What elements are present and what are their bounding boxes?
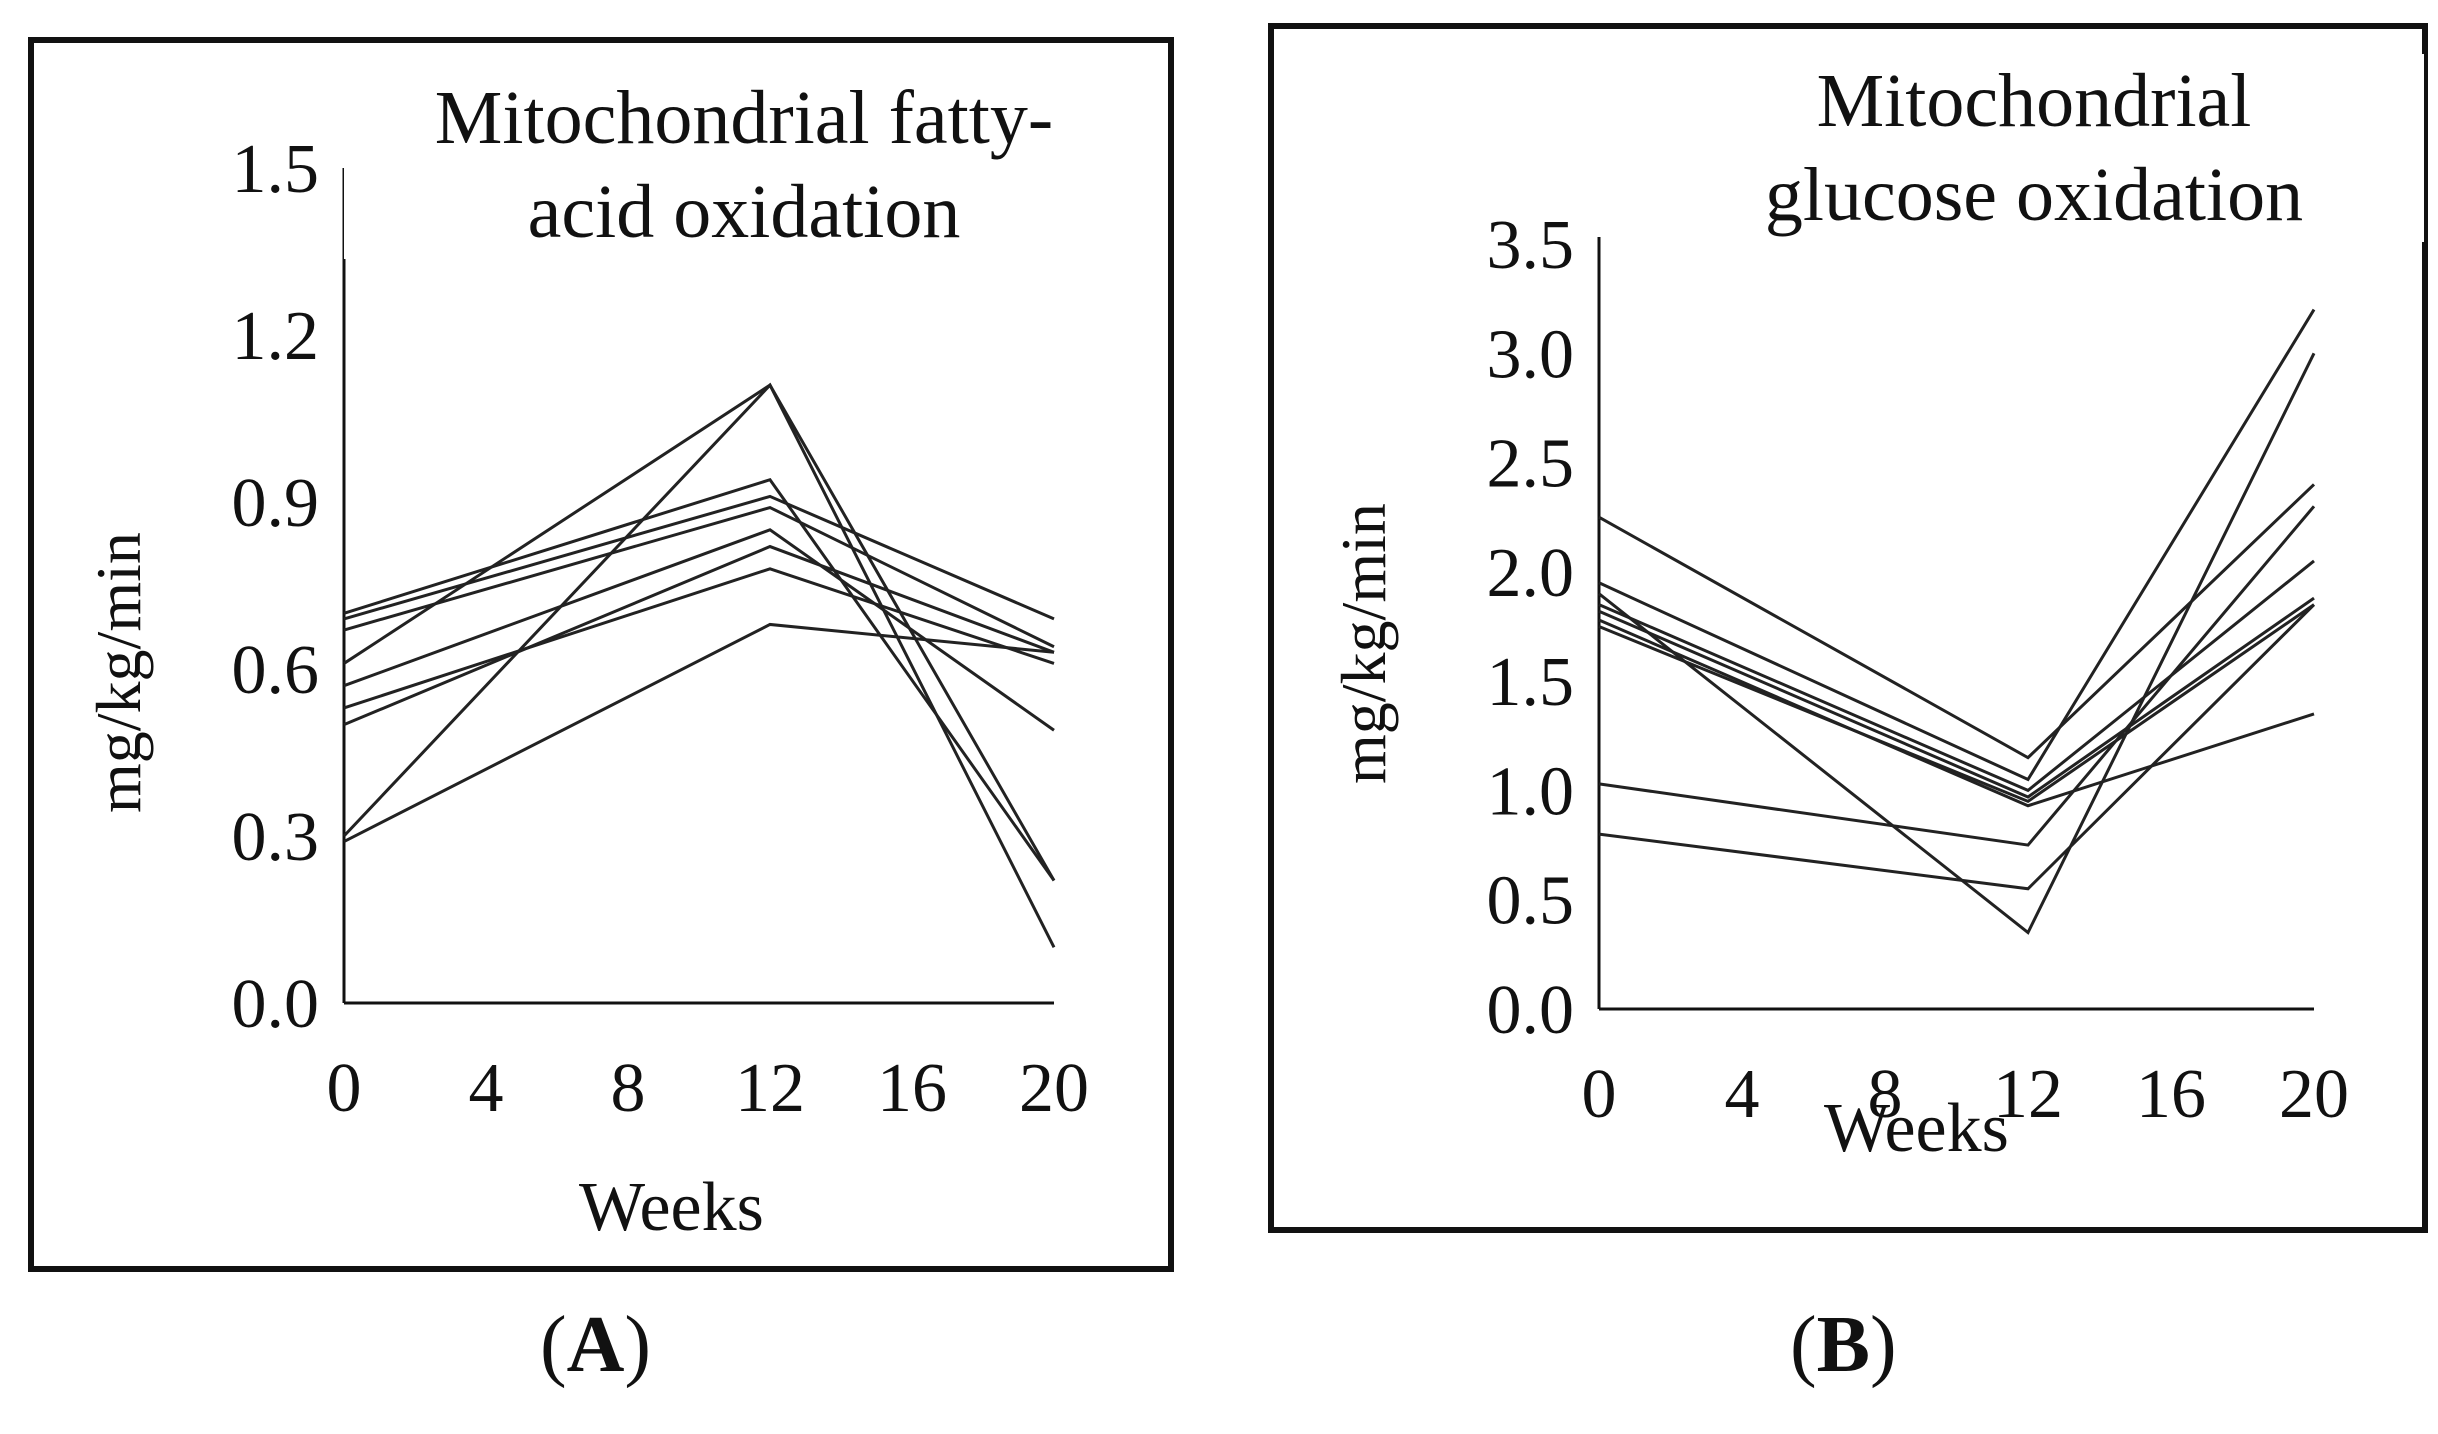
chart-a-series-line-1 xyxy=(342,382,1056,882)
chart-b-series-line-5 xyxy=(1598,596,2315,799)
chart-b-series-line-1 xyxy=(1598,483,2316,760)
chart-a-y-tick-label: 0.3 xyxy=(232,799,320,876)
panel-label-b-letter: B xyxy=(1816,1301,1870,1389)
chart-panel-b: 0.0 0.5 1.0 1.5 2.0 2.5 3.0 3.5 0 4 8 12 16 20 Mitoch… xyxy=(1268,23,2428,1233)
chart-b-x-tick-label: 4 xyxy=(1725,1056,1760,1133)
chart-b-y-axis-label: mg/kg/min xyxy=(1328,503,1399,784)
chart-a-y-tick-label: 0.0 xyxy=(232,966,320,1043)
chart-a-title: Mitochondrial fatty- acid oxidation xyxy=(344,71,1144,259)
chart-b-y-tick-label: 0.5 xyxy=(1487,863,1575,940)
chart-a-x-tick-label: 20 xyxy=(1019,1050,1089,1127)
panel-label-b: (B) xyxy=(1790,1301,1897,1389)
chart-b-series-line-8 xyxy=(1598,505,2316,847)
chart-a-x-tick-label: 12 xyxy=(735,1050,805,1127)
chart-b-series-line-7 xyxy=(1598,603,2315,804)
chart-b-plot: 0.0 0.5 1.0 1.5 2.0 2.5 3.0 3.5 0 4 8 12 16 20 xyxy=(1487,207,2350,1133)
chart-a-y-axis-label: mg/kg/min xyxy=(83,532,154,813)
chart-b-series-line-2 xyxy=(1598,308,2316,782)
chart-b-y-tick-label: 3.5 xyxy=(1487,207,1575,284)
chart-b-series-line-4 xyxy=(1598,559,2315,793)
chart-a-series-line-9 xyxy=(343,622,1055,843)
chart-a-y-tick-label: 0.6 xyxy=(232,632,320,709)
chart-b-y-tick-label: 1.5 xyxy=(1487,644,1575,721)
chart-a-x-axis-label: Weeks xyxy=(579,1169,764,1246)
chart-a-series-line-7 xyxy=(343,567,1055,710)
chart-b-x-tick-label: 20 xyxy=(2279,1056,2349,1133)
chart-a-series-line-2 xyxy=(343,382,1056,949)
chart-a-x-tick-label: 8 xyxy=(611,1050,646,1127)
chart-b-y-tick-label: 3.0 xyxy=(1487,316,1575,393)
chart-a-series-line-3 xyxy=(343,477,1056,882)
chart-a-plot: 0.0 0.3 0.6 0.9 1.2 1.5 0 4 8 12 16 20 xyxy=(232,131,1090,1127)
chart-a-series-line-8 xyxy=(343,544,1055,727)
chart-b-series-line-6 xyxy=(1598,618,2315,808)
panel-label-a-letter: A xyxy=(566,1301,625,1389)
chart-b-x-tick-label: 0 xyxy=(1582,1056,1617,1133)
chart-b-x-tick-label: 16 xyxy=(2136,1056,2206,1133)
panel-label-a: (A) xyxy=(540,1301,652,1389)
chart-a-y-tick-label: 1.2 xyxy=(232,298,320,375)
chart-a-series-line-5 xyxy=(343,505,1055,649)
chart-b-y-tick-label: 2.5 xyxy=(1487,426,1575,503)
chart-a-series-line-4 xyxy=(343,494,1055,621)
chart-b-series-line-3 xyxy=(1598,352,2316,935)
chart-b-y-tick-label: 2.0 xyxy=(1487,535,1575,612)
chart-b-x-tick-label: 8 xyxy=(1868,1056,1903,1133)
chart-a-x-tick-label: 4 xyxy=(469,1050,504,1127)
chart-a-y-tick-label: 1.5 xyxy=(232,131,320,208)
chart-b-x-tick-label: 12 xyxy=(1993,1056,2063,1133)
chart-b-y-tick-label: 0.0 xyxy=(1487,972,1575,1049)
chart-panel-a: 0.0 0.3 0.6 0.9 1.2 1.5 0 4 8 12 16 20 Mitochondria… xyxy=(28,37,1174,1272)
chart-a-x-tick-label: 0 xyxy=(327,1050,362,1127)
chart-a-y-tick-label: 0.9 xyxy=(232,465,320,542)
chart-b-title: Mitochondrial glucose oxidation xyxy=(1644,54,2424,242)
chart-a-x-tick-label: 16 xyxy=(877,1050,947,1127)
chart-b-x-axis-label: Weeks xyxy=(1824,1090,2009,1167)
chart-b-series-line-9 xyxy=(1598,603,2316,891)
chart-a-series-line-6 xyxy=(343,528,1055,732)
chart-b-y-tick-label: 1.0 xyxy=(1487,753,1575,830)
